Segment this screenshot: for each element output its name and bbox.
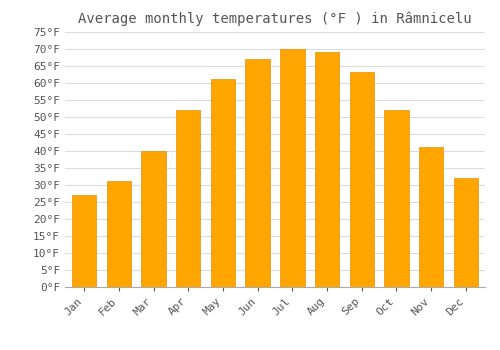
Bar xyxy=(419,147,444,287)
Bar xyxy=(176,110,201,287)
Bar xyxy=(280,49,304,287)
Bar xyxy=(315,52,339,287)
Bar xyxy=(246,59,270,287)
Title: Average monthly temperatures (°F ) in Râmnicelu: Average monthly temperatures (°F ) in Râ… xyxy=(78,12,472,26)
Bar xyxy=(211,79,235,287)
Bar xyxy=(384,110,408,287)
Bar xyxy=(72,195,96,287)
Bar xyxy=(142,151,166,287)
Bar xyxy=(106,181,131,287)
Bar xyxy=(350,72,374,287)
Bar xyxy=(454,178,478,287)
